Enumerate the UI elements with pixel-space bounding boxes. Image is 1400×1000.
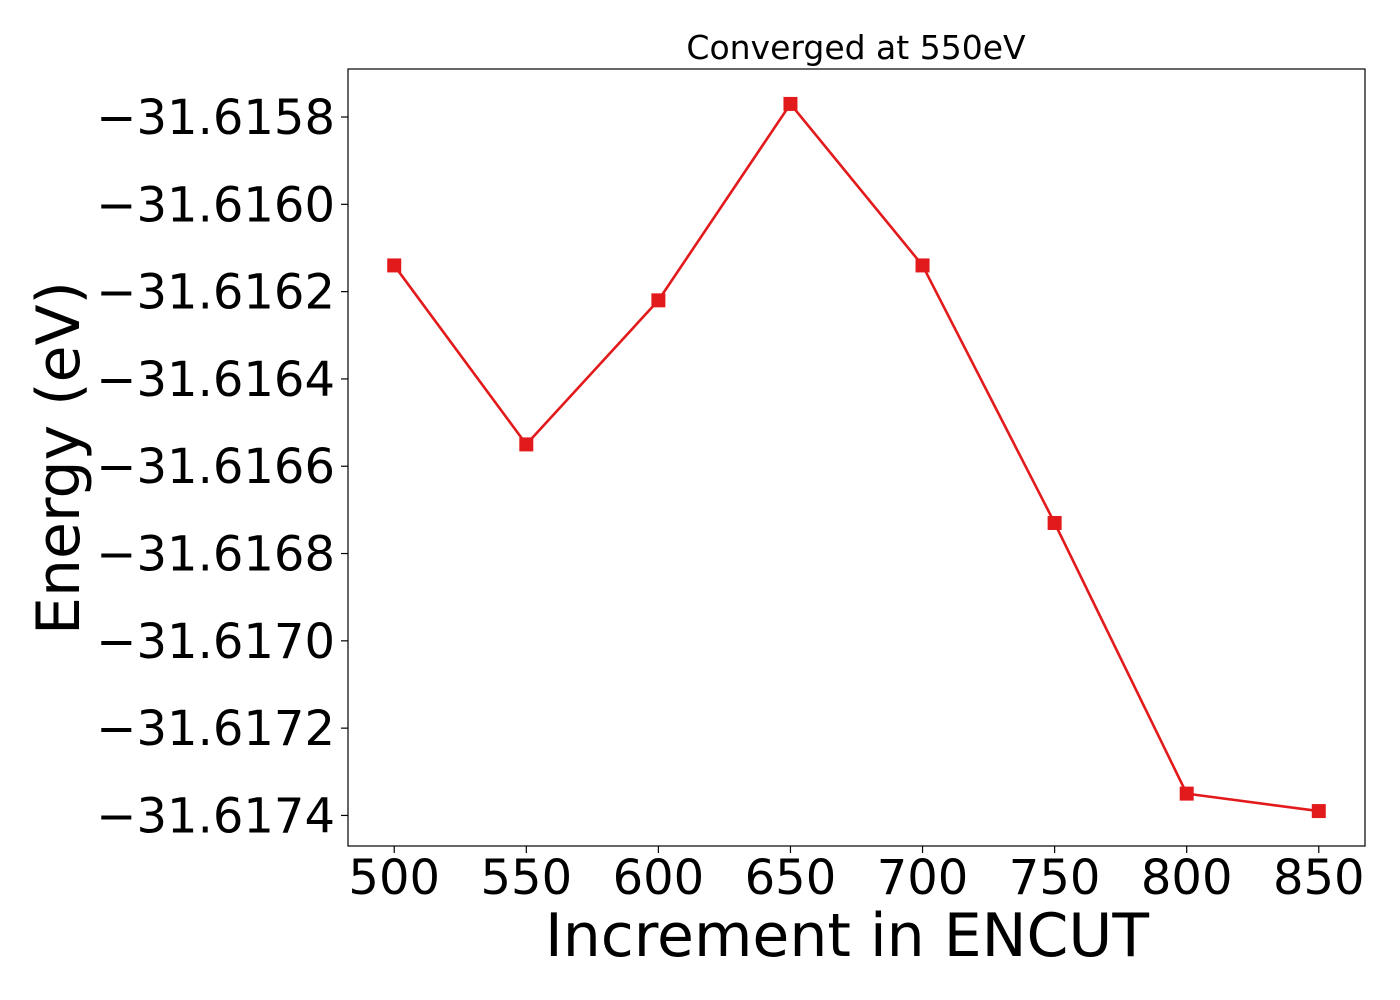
x-tick-label: 500 [348,850,440,906]
series-line [393,102,1319,813]
plot-area-frame [347,68,1366,847]
y-tick-label: −31.6160 [96,177,335,233]
x-tick-label: 550 [480,850,572,906]
y-tick-label: −31.6158 [96,90,335,146]
y-tick-label: −31.6166 [96,439,335,495]
chart-title: Converged at 550eV [686,28,1026,67]
y-tick-label: −31.6162 [96,265,335,321]
y-tick-label: −31.6168 [96,527,335,583]
data-point-marker [1047,515,1062,530]
data-point-marker [915,258,930,273]
data-point-marker [1179,786,1194,801]
x-axis-label: Increment in ENCUT [545,901,1149,971]
data-point-marker [1311,804,1326,819]
x-tick-label: 650 [745,850,837,906]
y-axis: −31.6158 −31.6160 −31.6162 −31.6164 −31.6166… [96,90,348,844]
x-tick-label: 700 [877,850,969,906]
data-point-marker [519,437,534,452]
data-point-marker [651,293,666,308]
y-tick-label: −31.6170 [96,614,335,670]
x-tick-label: 850 [1273,850,1365,906]
data-point-marker [387,258,402,273]
x-axis: 500 550 600 650 700 750 800 850 [348,846,1365,906]
y-axis-label: Energy (eV) [24,281,94,635]
data-point-marker [783,96,798,111]
series-group [387,96,1326,819]
y-tick-label: −31.6164 [96,352,335,408]
x-tick-label: 750 [1009,850,1101,906]
y-tick-label: −31.6174 [96,788,335,844]
x-tick-label: 800 [1141,850,1233,906]
x-tick-label: 600 [613,850,705,906]
y-tick-label: −31.6172 [96,701,335,757]
